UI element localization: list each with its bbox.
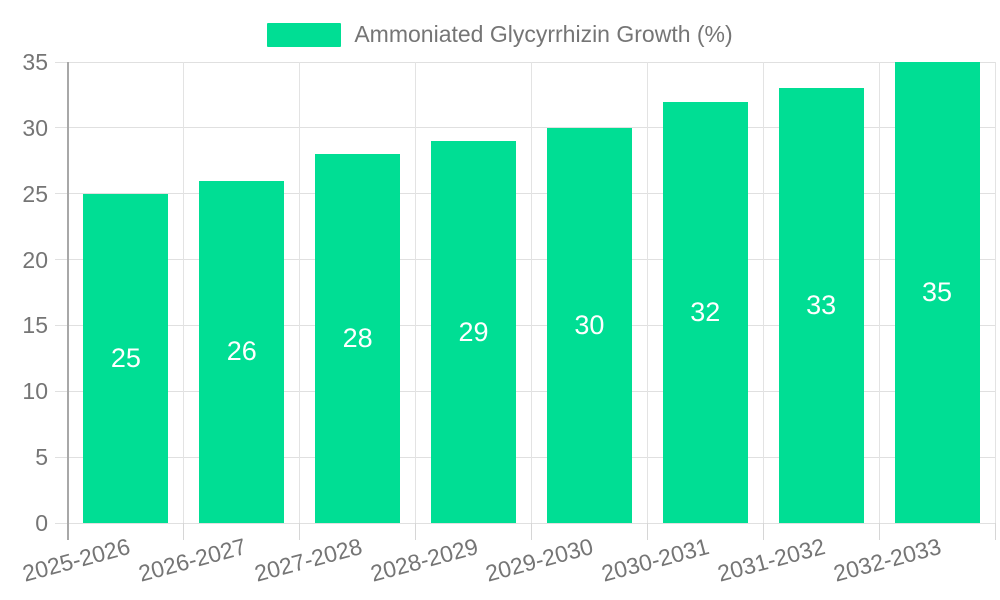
x-axis-tick-label: 2030-2031 [599, 533, 713, 587]
x-axis-tick [878, 523, 880, 540]
bar-value-label: 33 [806, 290, 837, 321]
x-axis-tick [415, 523, 417, 540]
y-axis-tick-label: 35 [22, 49, 48, 75]
x-gridline [531, 62, 532, 523]
x-axis-tick-label: 2026-2027 [135, 533, 249, 587]
bar-value-label: 35 [922, 277, 953, 307]
bar[interactable]: 35 [894, 62, 980, 523]
x-gridline [646, 62, 648, 523]
y-gridline [55, 324, 995, 326]
x-gridline [878, 62, 880, 523]
x-axis-tick-label: 2025-2026 [19, 533, 133, 587]
x-axis-tick [646, 523, 648, 540]
y-axis-tick-label: 30 [22, 114, 48, 141]
y-axis-tick-label: 0 [35, 510, 48, 536]
x-axis-tick [994, 523, 996, 540]
bar[interactable]: 26 [199, 180, 285, 523]
bar-value-label: 25 [110, 342, 141, 373]
x-axis-tick-label: 2031-2032 [714, 533, 828, 587]
y-gridline [55, 259, 995, 261]
y-gridline [55, 127, 995, 129]
x-gridline [762, 62, 764, 523]
bar-value-label: 32 [690, 296, 721, 327]
x-gridline [994, 62, 996, 523]
x-axis-tick-label: 2029-2030 [483, 533, 597, 587]
legend-item[interactable]: Ammoniated Glycyrrhizin Growth (%) [267, 21, 733, 48]
x-axis-tick-label: 2032-2033 [830, 533, 944, 587]
x-axis-tick [531, 523, 532, 540]
x-axis-tick-label: 2028-2029 [367, 533, 481, 587]
x-gridline [183, 62, 185, 523]
bar[interactable]: 28 [315, 154, 401, 523]
bar-value-label: 30 [574, 309, 605, 340]
y-gridline [55, 193, 995, 195]
bar[interactable]: 30 [546, 127, 632, 523]
legend-swatch [267, 22, 342, 47]
x-gridline [299, 62, 301, 523]
y-axis-tick-label: 25 [22, 180, 48, 207]
y-axis-tick-label: 15 [22, 312, 48, 339]
y-gridline [55, 522, 995, 524]
bar[interactable]: 29 [431, 141, 517, 523]
y-axis-tick-label: 5 [35, 444, 48, 471]
legend: Ammoniated Glycyrrhizin Growth (%) [0, 21, 1000, 48]
x-axis-tick [762, 523, 764, 540]
bar[interactable]: 33 [778, 88, 864, 523]
x-gridline [415, 62, 417, 523]
bar-value-label: 28 [342, 323, 373, 354]
y-gridline [55, 390, 995, 392]
y-axis-tick-label: 20 [22, 246, 48, 273]
bar[interactable]: 32 [662, 101, 748, 523]
x-axis-tick [183, 523, 185, 540]
bar-value-label: 29 [458, 316, 489, 347]
x-axis-tick [299, 523, 301, 540]
bar[interactable]: 25 [83, 193, 169, 523]
bar-value-label: 26 [226, 336, 257, 367]
legend-label: Ammoniated Glycyrrhizin Growth (%) [354, 21, 733, 47]
y-axis-tick-label: 10 [22, 378, 48, 405]
y-axis-line [67, 62, 69, 540]
y-gridline [55, 456, 995, 458]
y-gridline [55, 61, 995, 63]
x-axis-tick-label: 2027-2028 [251, 533, 365, 587]
